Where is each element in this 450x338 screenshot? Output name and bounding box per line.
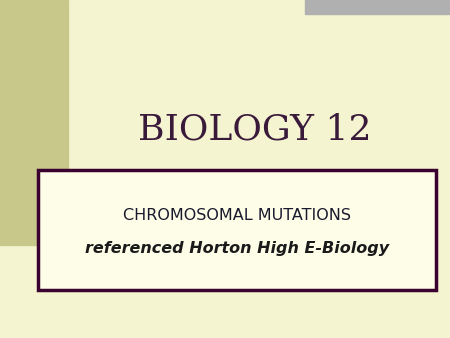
Bar <box>305 0 450 14</box>
Text: CHROMOSOMAL MUTATIONS: CHROMOSOMAL MUTATIONS <box>123 208 351 222</box>
Text: referenced Horton High E-Biology: referenced Horton High E-Biology <box>85 241 389 256</box>
Bar <box>38 170 436 290</box>
Bar <box>0 0 68 245</box>
Text: BIOLOGY 12: BIOLOGY 12 <box>138 113 372 147</box>
